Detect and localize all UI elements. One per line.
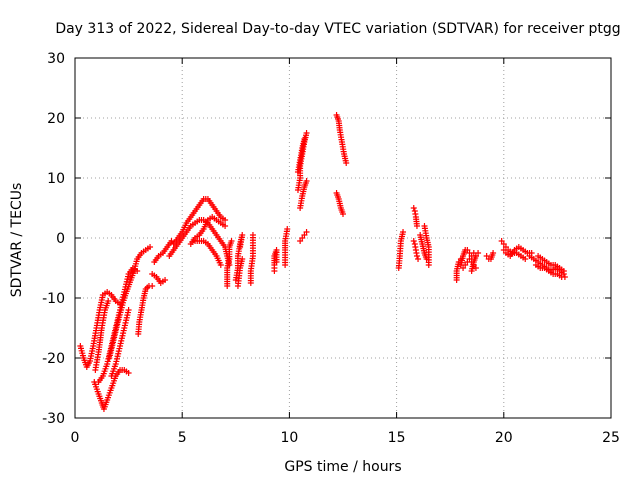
data-point: [301, 136, 308, 142]
y-axis-label: SDTVAR / TECUs: [9, 183, 25, 298]
data-point: [284, 226, 291, 232]
data-point: [249, 232, 256, 238]
data-point: [472, 265, 479, 271]
y-tick-label: 30: [47, 51, 65, 67]
data-point: [490, 250, 497, 256]
data-point: [475, 250, 482, 256]
data-point: [237, 244, 244, 250]
axis-ticks: [74, 57, 612, 419]
data-point: [340, 211, 346, 217]
data-point: [303, 130, 310, 136]
data-points: [77, 112, 568, 412]
data-point: [400, 229, 407, 235]
data-point: [147, 244, 154, 250]
x-tick-label: 10: [280, 430, 298, 446]
grid-lines: [75, 58, 611, 418]
y-tick-labels: -30 -20 -10 0 10 20 30: [42, 51, 65, 427]
data-point: [425, 262, 432, 268]
y-tick-label: -10: [42, 291, 65, 307]
data-point: [413, 223, 420, 229]
data-point: [125, 370, 132, 376]
data-point: [303, 178, 310, 184]
data-point: [228, 238, 235, 244]
data-point: [410, 238, 417, 244]
y-tick-label: -30: [42, 411, 65, 427]
x-tick-label: 15: [388, 430, 406, 446]
y-tick-label: 10: [47, 171, 65, 187]
x-tick-label: 5: [178, 430, 187, 446]
data-point: [561, 274, 568, 280]
data-point: [415, 256, 422, 262]
x-tick-label: 25: [602, 430, 620, 446]
y-tick-label: 0: [56, 231, 65, 247]
chart-title: Day 313 of 2022, Sidereal Day-to-day VTE…: [55, 21, 620, 37]
data-point: [125, 307, 132, 313]
data-point: [413, 253, 420, 259]
x-axis-label: GPS time / hours: [284, 459, 401, 475]
data-point: [105, 298, 112, 304]
data-point: [273, 259, 280, 265]
data-point: [239, 256, 246, 262]
data-point: [217, 262, 224, 268]
data-point: [149, 283, 156, 289]
data-point: [222, 217, 229, 223]
y-tick-label: -20: [42, 351, 65, 367]
data-point: [410, 205, 417, 211]
x-tick-label: 20: [495, 430, 513, 446]
y-tick-label: 20: [47, 111, 65, 127]
data-point: [222, 223, 229, 229]
data-point: [303, 229, 310, 235]
data-point: [343, 160, 350, 166]
x-tick-labels: 0 5 10 15 20 25: [71, 430, 620, 446]
data-point: [560, 268, 567, 274]
x-tick-label: 0: [71, 430, 80, 446]
data-point: [522, 256, 529, 262]
data-point: [162, 277, 169, 283]
